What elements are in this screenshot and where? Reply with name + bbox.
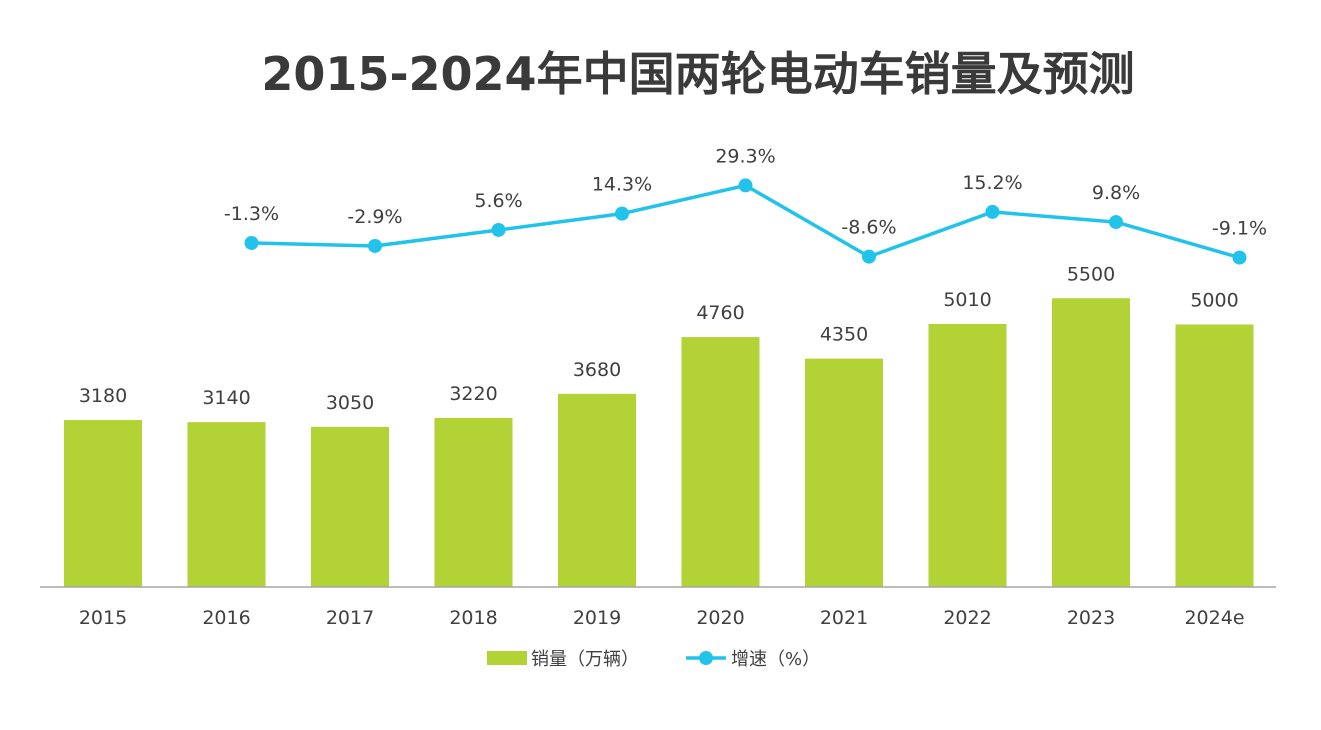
growth-point xyxy=(368,238,382,253)
bar xyxy=(681,337,760,587)
growth-point xyxy=(1109,215,1123,230)
growth-value-label: -8.6% xyxy=(841,217,896,239)
x-tick-label: 2022 xyxy=(943,607,991,629)
legend-line-label: 增速（%） xyxy=(731,649,820,670)
legend: 销量（万辆） 增速（%） xyxy=(487,649,820,670)
growth-value-label: 9.8% xyxy=(1092,182,1140,204)
bar-labels-layer: 3180 3140 3050 3220 3680 4760 4350 5010 5500 5000 xyxy=(79,263,1239,414)
x-tick-label: 2020 xyxy=(696,607,744,629)
growth-point xyxy=(491,222,506,237)
growth-value-label: -1.3% xyxy=(224,203,279,225)
x-tick-label: 2016 xyxy=(202,607,250,629)
x-tick-label: 2024e xyxy=(1184,607,1244,629)
bar xyxy=(928,323,1007,587)
bar-value-label: 5000 xyxy=(1190,290,1238,312)
bar-value-label: 3180 xyxy=(79,385,127,407)
legend-bar-swatch xyxy=(487,651,527,665)
x-tick-label: 2018 xyxy=(449,607,497,629)
bar xyxy=(805,358,883,587)
bar-value-label: 4350 xyxy=(820,324,868,346)
growth-point xyxy=(615,206,629,221)
bar xyxy=(1052,298,1130,587)
legend-bar-label: 销量（万辆） xyxy=(531,649,639,670)
growth-value-label: 14.3% xyxy=(592,174,652,196)
x-tick-label: 2017 xyxy=(326,607,374,629)
bar-value-label: 5010 xyxy=(943,289,991,311)
bars-layer xyxy=(64,298,1254,587)
growth-value-label: 15.2% xyxy=(962,172,1022,194)
x-tick-label: 2015 xyxy=(79,607,127,629)
legend-line-marker xyxy=(699,651,713,665)
bar xyxy=(64,420,142,587)
x-tick-label: 2021 xyxy=(820,607,868,629)
bar xyxy=(1175,324,1254,587)
bar xyxy=(311,426,389,587)
growth-point xyxy=(1232,250,1247,265)
bar xyxy=(187,422,266,587)
bar-value-label: 3140 xyxy=(202,387,250,409)
x-tick-label: 2019 xyxy=(573,607,621,629)
growth-value-label: -2.9% xyxy=(347,206,402,228)
bar-value-label: 4760 xyxy=(696,302,744,324)
bar-value-label: 3680 xyxy=(573,359,621,381)
growth-point xyxy=(738,178,753,193)
growth-value-label: -9.1% xyxy=(1212,218,1267,240)
x-tick-label: 2023 xyxy=(1067,607,1115,629)
growth-value-label: 5.6% xyxy=(474,190,522,212)
chart-title: 2015-2024年中国两轮电动车销量及预测 xyxy=(261,47,1135,101)
growth-point xyxy=(862,249,876,264)
bar-value-label: 5500 xyxy=(1067,263,1115,285)
growth-point xyxy=(244,235,259,250)
growth-point xyxy=(985,204,1000,219)
x-labels-layer: 2015 2016 2017 2018 2019 2020 2021 2022 2023 2024… xyxy=(79,607,1245,629)
bar-value-label: 3220 xyxy=(449,383,497,405)
bar-value-label: 3050 xyxy=(326,392,374,414)
growth-value-label: 29.3% xyxy=(715,145,775,167)
line-layer: -1.3% -2.9% 5.6% 14.3% 29.3% -8.6% 15.2% 9.8% -9… xyxy=(224,145,1267,265)
bar xyxy=(558,393,636,587)
bar xyxy=(434,417,513,587)
